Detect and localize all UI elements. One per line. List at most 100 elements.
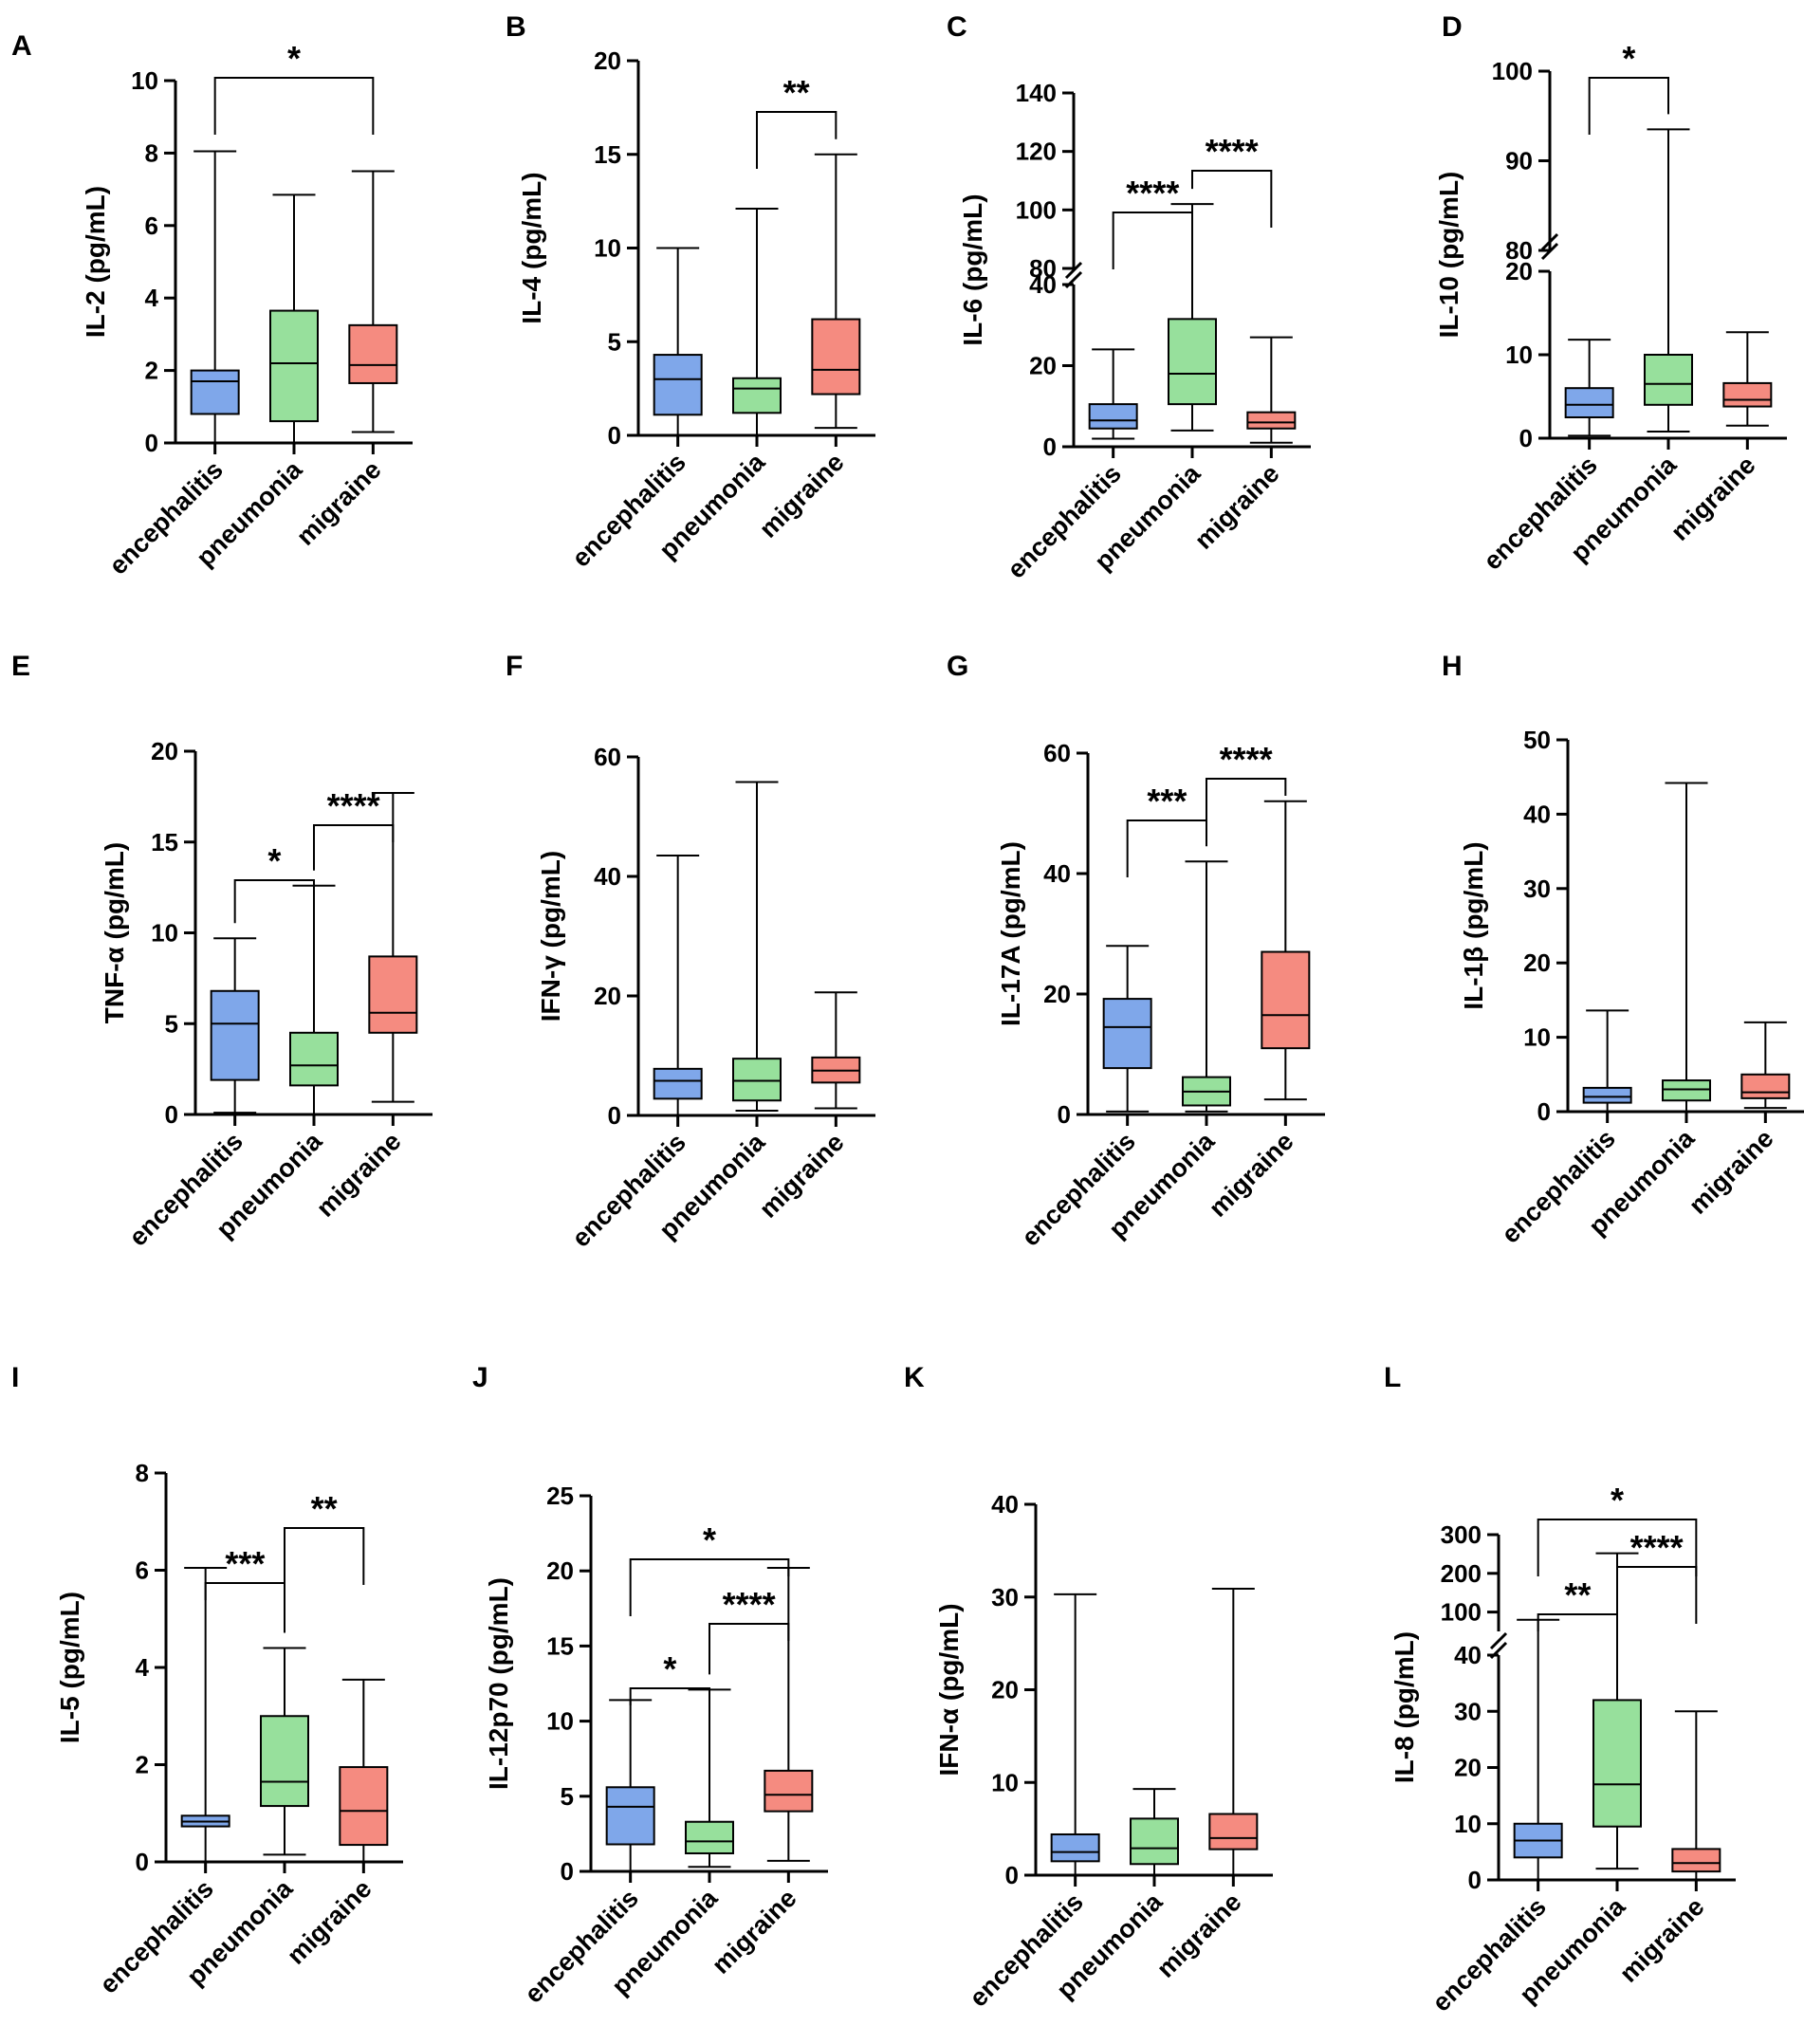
significance-bracket xyxy=(1191,170,1273,228)
category-label-migraine: migraine xyxy=(1151,1887,1247,1983)
y-tick-label: 30 xyxy=(1523,875,1551,903)
box-encephalitis xyxy=(653,1067,703,1100)
y-tick-label: 10 xyxy=(546,1707,574,1736)
box-migraine xyxy=(1740,1073,1791,1099)
y-tick-label: 80 xyxy=(1029,254,1057,283)
y-tick-label: 20 xyxy=(151,737,178,765)
axis-break xyxy=(1064,270,1083,289)
y-tick-label: 30 xyxy=(991,1583,1019,1611)
significance-bracket xyxy=(629,1558,790,1616)
y-tick-label: 0 xyxy=(1468,1866,1482,1894)
y-tick-label: 15 xyxy=(151,828,178,856)
significance-label: **** xyxy=(1220,740,1273,779)
panel-letter: E xyxy=(11,651,30,682)
significance-label: ** xyxy=(311,1489,338,1528)
panel-letter: H xyxy=(1442,651,1463,682)
y-tick-label: 20 xyxy=(991,1676,1019,1704)
y-axis-title: IL-1β (pg/mL) xyxy=(1459,841,1488,1009)
box-migraine xyxy=(1208,1813,1259,1851)
box-encephalitis xyxy=(1582,1086,1632,1104)
y-tick-label: 80 xyxy=(1505,236,1533,265)
panel-letter: F xyxy=(506,651,523,682)
panel-letter: L xyxy=(1384,1362,1401,1393)
panel-letter: A xyxy=(11,30,32,62)
category-label-migraine: migraine xyxy=(1614,1892,1710,1988)
y-tick-label: 120 xyxy=(1016,138,1057,166)
box-encephalitis xyxy=(653,354,703,416)
y-tick-label: 20 xyxy=(1029,352,1057,380)
y-tick-label: 15 xyxy=(546,1631,574,1660)
y-axis-title: IL-6 (pg/mL) xyxy=(958,193,987,345)
significance-bracket xyxy=(204,1582,285,1633)
box-pneumonia xyxy=(1130,1817,1179,1866)
axis-break xyxy=(1540,242,1559,261)
y-tick-label: 0 xyxy=(1005,1861,1019,1889)
y-tick-label: 0 xyxy=(165,1100,178,1129)
y-tick-label: 6 xyxy=(136,1556,149,1585)
y-tick-label: 10 xyxy=(1523,1023,1551,1052)
box-pneumonia xyxy=(685,1820,734,1854)
y-tick-label: 40 xyxy=(991,1490,1019,1519)
y-tick-label: 4 xyxy=(136,1653,150,1682)
y-tick-label: 60 xyxy=(1043,739,1071,767)
significance-bracket xyxy=(213,77,375,135)
y-tick-label: 40 xyxy=(1523,800,1551,828)
box-encephalitis xyxy=(1050,1832,1100,1863)
category-label-migraine: migraine xyxy=(282,1874,377,1970)
y-tick-label: 25 xyxy=(546,1482,574,1510)
y-tick-label: 0 xyxy=(1058,1100,1071,1129)
significance-label: *** xyxy=(1147,782,1187,820)
y-axis-title: IL-12p70 (pg/mL) xyxy=(484,1577,513,1790)
box-encephalitis xyxy=(190,369,240,415)
panel-letter: K xyxy=(904,1362,925,1393)
y-tick-label: 20 xyxy=(594,46,621,75)
significance-label: *** xyxy=(225,1544,265,1583)
y-tick-label: 10 xyxy=(991,1768,1019,1796)
y-tick-label: 15 xyxy=(594,140,621,169)
significance-bracket xyxy=(284,1527,365,1585)
y-tick-label: 0 xyxy=(136,1848,149,1876)
category-label-migraine: migraine xyxy=(311,1127,407,1223)
significance-bracket xyxy=(756,111,838,169)
significance-label: * xyxy=(703,1520,716,1559)
significance-label: **** xyxy=(327,786,380,825)
y-tick-label: 2 xyxy=(145,357,158,385)
category-label-migraine: migraine xyxy=(1666,451,1761,546)
significance-bracket xyxy=(1588,77,1669,135)
y-tick-label: 40 xyxy=(1043,859,1071,888)
box-pneumonia xyxy=(289,1031,339,1087)
y-tick-label: 5 xyxy=(608,327,621,356)
category-label-migraine: migraine xyxy=(1204,1127,1299,1223)
y-tick-label: 5 xyxy=(561,1782,574,1811)
panel-letter: B xyxy=(506,11,526,43)
axis-break xyxy=(1064,261,1083,280)
significance-label: **** xyxy=(1206,132,1259,171)
y-tick-label: 8 xyxy=(136,1459,149,1487)
box-migraine xyxy=(1722,381,1773,408)
box-pneumonia xyxy=(732,377,782,414)
box-migraine xyxy=(1246,411,1297,430)
significance-bracket xyxy=(1537,1519,1698,1576)
y-tick-label: 10 xyxy=(131,66,158,95)
category-label-migraine: migraine xyxy=(754,448,850,543)
significance-label: ** xyxy=(1564,1575,1591,1614)
y-tick-label: 40 xyxy=(1454,1641,1482,1669)
significance-label: **** xyxy=(1126,174,1179,212)
y-tick-label: 200 xyxy=(1441,1559,1482,1588)
panel-letter: J xyxy=(472,1362,488,1393)
significance-bracket xyxy=(233,879,315,924)
y-tick-label: 100 xyxy=(1492,57,1533,85)
y-tick-label: 90 xyxy=(1505,147,1533,175)
box-pneumonia xyxy=(260,1715,309,1808)
significance-label: ** xyxy=(783,73,810,112)
box-migraine xyxy=(339,1766,389,1847)
y-tick-label: 5 xyxy=(165,1009,178,1038)
y-tick-label: 0 xyxy=(145,429,158,457)
significance-bracket xyxy=(1112,212,1193,269)
y-tick-label: 20 xyxy=(1454,1754,1482,1782)
